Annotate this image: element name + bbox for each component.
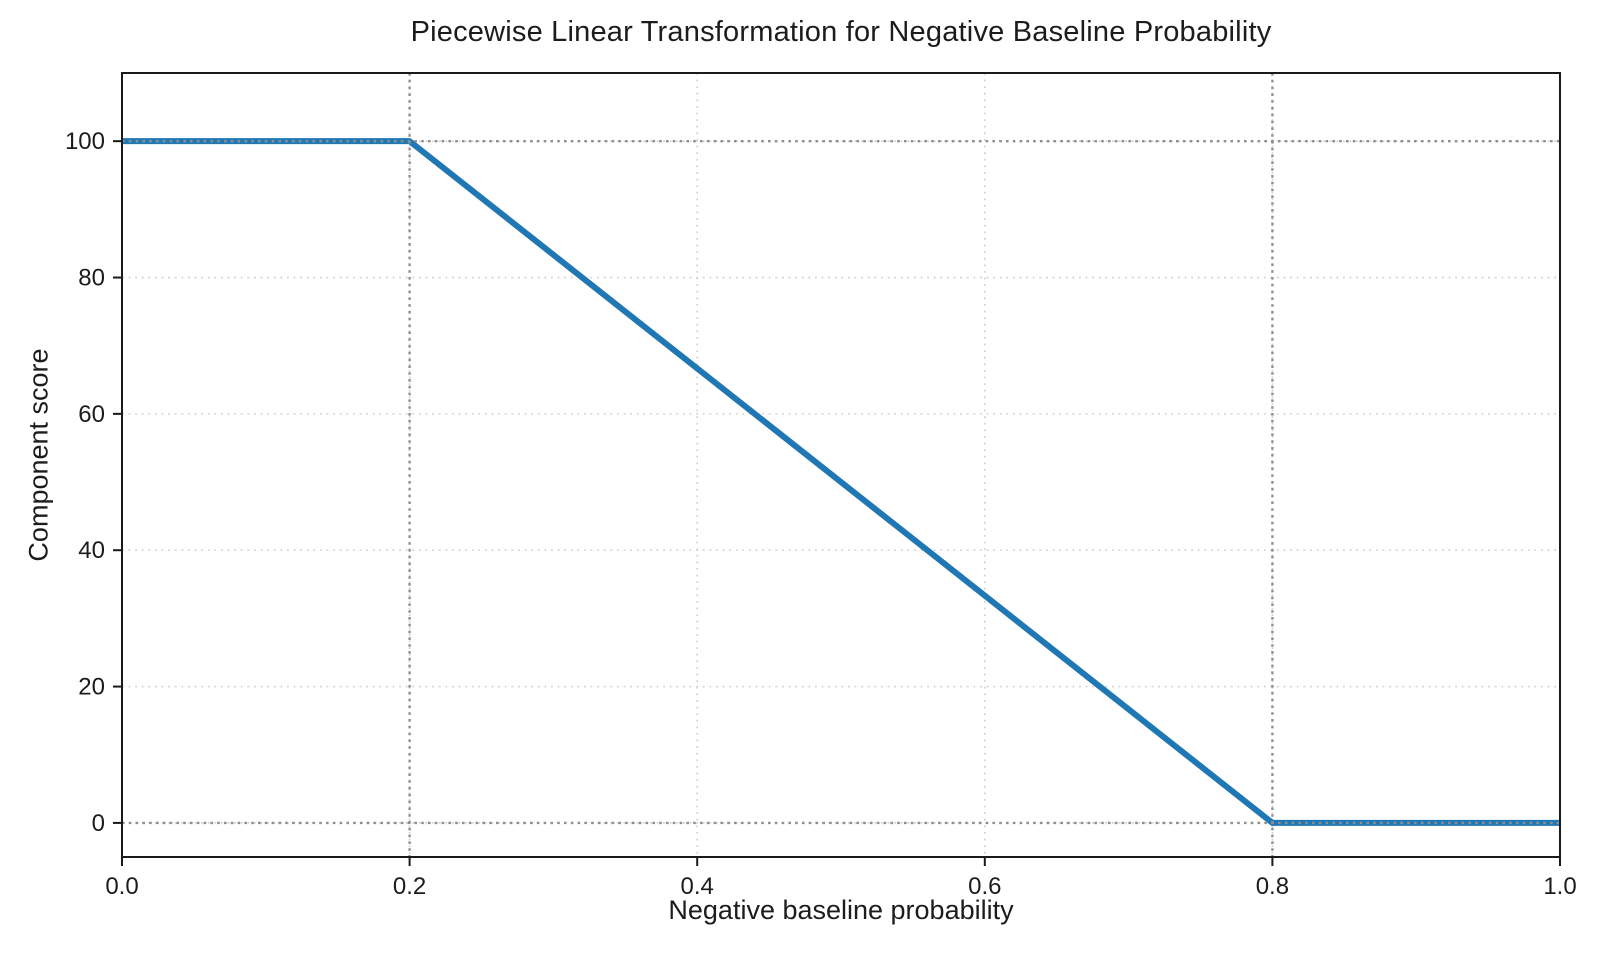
axes-spines (121, 72, 1561, 858)
x-tick-label: 0.4 (681, 873, 714, 900)
chart-title: Piecewise Linear Transformation for Nega… (410, 16, 1272, 48)
x-tick-label: 0.6 (968, 873, 1001, 900)
x-tick-label: 0.0 (105, 873, 138, 900)
y-tick-label: 20 (78, 674, 105, 701)
y-tick-label: 80 (78, 265, 105, 292)
x-tick-label: 1.0 (1543, 873, 1576, 900)
y-tick-label: 100 (65, 128, 105, 155)
x-tick-label: 0.8 (1256, 873, 1289, 900)
y-tick-label: 60 (78, 401, 105, 428)
x-tick-label: 0.2 (393, 873, 426, 900)
x-axis-label: Negative baseline probability (668, 895, 1014, 925)
y-tick-label: 0 (92, 810, 105, 837)
y-tick-label: 40 (78, 537, 105, 564)
data-line-component-score (122, 138, 1560, 826)
